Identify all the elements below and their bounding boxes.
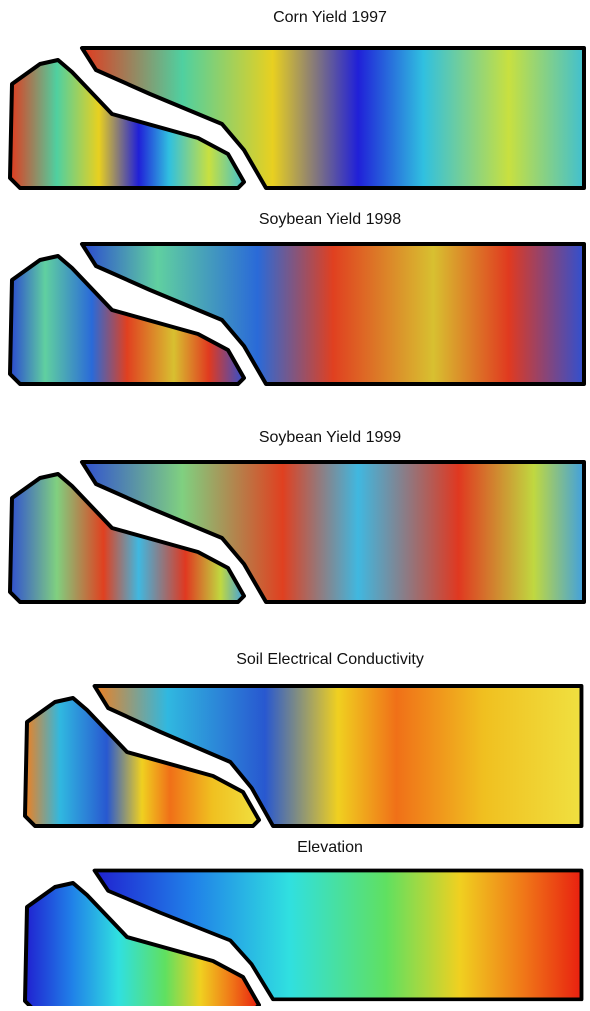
field-map	[25, 686, 581, 826]
field-map	[10, 462, 584, 602]
maps-figure: Corn Yield 1997 Soybean Yield 1998 Soybe…	[0, 0, 590, 1006]
field-map	[10, 48, 584, 188]
field-map	[25, 871, 581, 1006]
map-title: Elevation	[297, 839, 363, 856]
map-title: Soybean Yield 1998	[259, 211, 401, 228]
page: Corn Yield 1997 Soybean Yield 1998 Soybe…	[0, 0, 590, 1006]
field-map	[10, 244, 584, 384]
map-title: Soil Electrical Conductivity	[236, 651, 424, 668]
map-title: Soybean Yield 1999	[259, 429, 401, 446]
map-title: Corn Yield 1997	[273, 9, 387, 26]
